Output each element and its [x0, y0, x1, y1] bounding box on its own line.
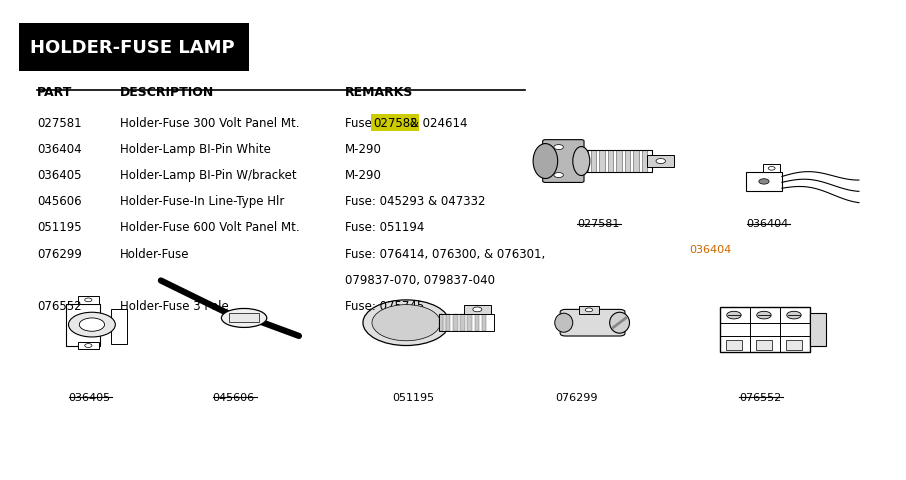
Text: Fuse: 075745: Fuse: 075745	[345, 300, 424, 312]
Circle shape	[786, 312, 801, 319]
Circle shape	[757, 312, 771, 319]
Ellipse shape	[573, 147, 590, 176]
Ellipse shape	[533, 144, 558, 179]
Text: 076552: 076552	[739, 392, 782, 402]
Text: 076299: 076299	[37, 247, 82, 260]
Text: Fuse:: Fuse:	[345, 117, 380, 130]
Bar	[467, 314, 472, 332]
Bar	[599, 151, 605, 173]
Bar	[453, 314, 458, 332]
Circle shape	[656, 159, 666, 164]
Circle shape	[759, 180, 769, 185]
Text: Holder-Lamp BI-Pin White: Holder-Lamp BI-Pin White	[120, 143, 271, 156]
FancyBboxPatch shape	[786, 340, 802, 350]
Circle shape	[372, 305, 440, 341]
FancyBboxPatch shape	[111, 310, 127, 344]
FancyBboxPatch shape	[78, 342, 99, 349]
FancyBboxPatch shape	[66, 304, 100, 347]
Circle shape	[85, 299, 92, 302]
Text: 036404: 036404	[37, 143, 82, 156]
Text: Holder-Lamp BI-Pin W/bracket: Holder-Lamp BI-Pin W/bracket	[120, 169, 296, 182]
FancyBboxPatch shape	[464, 305, 491, 314]
FancyBboxPatch shape	[763, 165, 780, 173]
Text: & 024614: & 024614	[406, 117, 467, 130]
Bar	[625, 151, 631, 173]
Bar	[475, 314, 479, 332]
Text: Fuse: 051194: Fuse: 051194	[345, 221, 424, 234]
Text: 051195: 051195	[392, 392, 435, 402]
Ellipse shape	[221, 309, 266, 328]
Circle shape	[473, 307, 482, 312]
Circle shape	[768, 167, 776, 171]
Bar	[591, 151, 596, 173]
Text: 027582: 027582	[373, 117, 418, 130]
Bar	[439, 314, 443, 332]
Text: 045606: 045606	[37, 195, 82, 208]
FancyBboxPatch shape	[543, 140, 584, 183]
Circle shape	[80, 318, 104, 332]
Circle shape	[69, 312, 115, 337]
Text: 027581: 027581	[37, 117, 82, 130]
Text: 036404: 036404	[747, 219, 789, 228]
Bar	[460, 314, 465, 332]
Circle shape	[554, 145, 564, 150]
Text: 027581: 027581	[577, 219, 620, 228]
Bar	[482, 314, 487, 332]
FancyBboxPatch shape	[756, 340, 772, 350]
Text: Holder-Fuse 3 Pole: Holder-Fuse 3 Pole	[120, 300, 228, 312]
FancyBboxPatch shape	[746, 173, 782, 192]
Bar	[573, 151, 580, 173]
Text: 076299: 076299	[554, 392, 597, 402]
Bar	[608, 151, 613, 173]
Ellipse shape	[554, 313, 573, 333]
Text: Holder-Fuse 300 Volt Panel Mt.: Holder-Fuse 300 Volt Panel Mt.	[120, 117, 299, 130]
Text: Holder-Fuse-In Line-Type Hlr: Holder-Fuse-In Line-Type Hlr	[120, 195, 284, 208]
Text: 036405: 036405	[69, 392, 111, 402]
FancyBboxPatch shape	[648, 156, 674, 168]
FancyBboxPatch shape	[726, 340, 742, 350]
Text: M-290: M-290	[345, 143, 381, 156]
FancyBboxPatch shape	[19, 24, 248, 72]
Circle shape	[363, 300, 449, 346]
Text: Holder-Fuse 600 Volt Panel Mt.: Holder-Fuse 600 Volt Panel Mt.	[120, 221, 300, 234]
Bar	[641, 151, 648, 173]
Text: REMARKS: REMARKS	[345, 86, 413, 99]
Bar	[633, 151, 639, 173]
Text: Fuse: 076414, 076300, & 076301,: Fuse: 076414, 076300, & 076301,	[345, 247, 545, 260]
Text: 045606: 045606	[213, 392, 255, 402]
Text: DESCRIPTION: DESCRIPTION	[120, 86, 214, 99]
Text: 079837-070, 079837-040: 079837-070, 079837-040	[345, 273, 495, 286]
Text: Holder-Fuse: Holder-Fuse	[120, 247, 189, 260]
Ellipse shape	[610, 312, 630, 334]
FancyBboxPatch shape	[810, 313, 825, 347]
FancyBboxPatch shape	[229, 314, 259, 323]
Circle shape	[727, 312, 741, 319]
Text: 036404: 036404	[689, 245, 731, 255]
Text: 051195: 051195	[37, 221, 82, 234]
Circle shape	[85, 344, 92, 348]
Text: 036405: 036405	[37, 169, 82, 182]
FancyBboxPatch shape	[560, 310, 625, 336]
Text: HOLDER-FUSE LAMP: HOLDER-FUSE LAMP	[30, 39, 235, 57]
Bar	[446, 314, 450, 332]
Bar	[583, 151, 588, 173]
FancyBboxPatch shape	[78, 297, 99, 304]
Circle shape	[585, 308, 593, 312]
FancyBboxPatch shape	[719, 308, 810, 352]
Bar	[616, 151, 622, 173]
Text: PART: PART	[37, 86, 72, 99]
FancyBboxPatch shape	[579, 306, 599, 314]
Text: M-290: M-290	[345, 169, 381, 182]
Text: Fuse: 045293 & 047332: Fuse: 045293 & 047332	[345, 195, 486, 208]
Circle shape	[554, 173, 564, 178]
Text: 076552: 076552	[37, 300, 82, 312]
